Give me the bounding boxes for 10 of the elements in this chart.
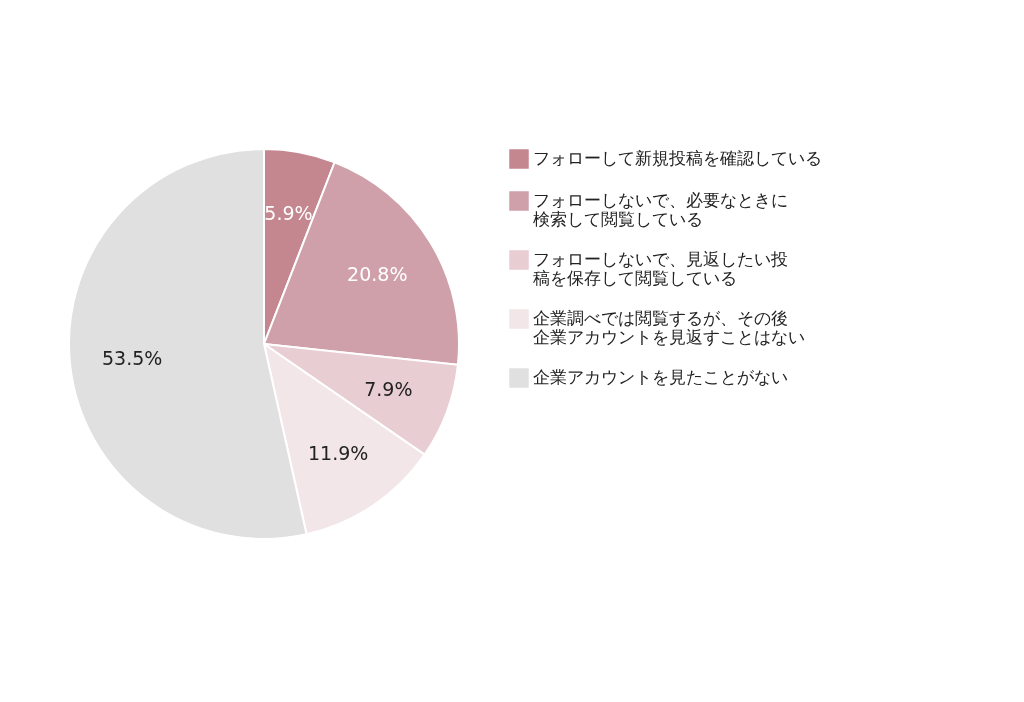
legend-label: 企業調べでは閲覧するが、その後企業アカウントを見返すことはない [533,308,805,347]
legend-label: フォローしないで、見返したい投稿を保存して閲覧している [533,249,788,288]
data-label: 5.9% [264,201,313,224]
legend-label: 企業アカウントを見たことがない [533,367,788,387]
data-label: 11.9% [308,441,369,464]
data-label: 7.9% [364,378,413,401]
data-label: 20.8% [347,263,408,286]
data-label: 53.5% [102,346,163,369]
legend-label: フォローしないで、必要なときに検索して閲覧している [533,190,788,229]
legend-label: フォローして新規投稿を確認している [533,148,822,168]
